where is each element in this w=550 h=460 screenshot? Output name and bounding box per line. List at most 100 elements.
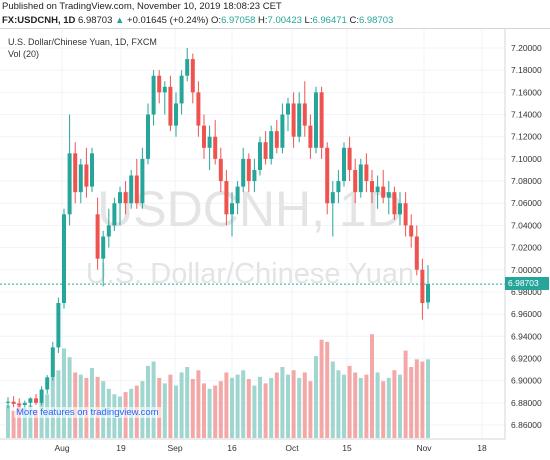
volume-bar	[291, 370, 296, 438]
volume-bar	[302, 372, 307, 438]
last-price: 6.98703	[78, 15, 113, 26]
volume-bar	[364, 374, 369, 438]
candle-body	[118, 192, 122, 204]
candle-body	[392, 192, 397, 215]
high-label: H:	[258, 15, 268, 26]
candle-body	[34, 398, 38, 403]
price-axis: 7.20000 7.18000 7.16000 7.14000 7.12000 7.100…	[511, 43, 542, 430]
promo-link[interactable]: More features on tradingview.com	[14, 407, 161, 418]
volume-bar	[22, 407, 27, 438]
volume-bar	[274, 372, 279, 438]
candle-body	[426, 284, 430, 303]
volume-bar	[325, 341, 330, 438]
candle-body	[246, 158, 251, 182]
volume-bar	[73, 372, 78, 438]
candle-body	[269, 131, 274, 159]
candle-body	[414, 236, 419, 270]
candle-body	[95, 214, 100, 259]
volume-bar	[392, 370, 397, 438]
volume-bar	[11, 410, 16, 438]
open-label: O:	[211, 15, 222, 26]
volume-bar	[409, 366, 414, 438]
price-tick-label: 7.06000	[511, 198, 542, 208]
volume-bar	[375, 372, 380, 438]
candle-body	[202, 125, 206, 148]
candle-body	[157, 75, 162, 93]
volume-bar	[218, 381, 223, 438]
candle-body	[146, 114, 150, 159]
volume-bar	[420, 361, 425, 438]
volume-bar	[241, 370, 246, 438]
price-tick-label: 7.08000	[511, 176, 542, 186]
price-tick-label: 6.90000	[511, 376, 542, 386]
volume-bars	[6, 334, 430, 438]
candle-body	[140, 158, 145, 204]
volume-bar	[213, 385, 218, 438]
volume-bar	[381, 381, 386, 438]
volume-bar	[168, 374, 173, 438]
candle-body	[274, 131, 279, 148]
time-tick-label: 18	[477, 443, 487, 453]
chart-legend: U.S. Dollar/Chinese Yuan, 1D, FXCM Vol (…	[8, 36, 157, 60]
price-tick-label: 7.16000	[511, 87, 542, 97]
candle-body	[342, 147, 346, 182]
volume-bar	[17, 403, 22, 438]
price-tick-label: 6.86000	[511, 420, 542, 430]
volume-bar	[258, 376, 262, 438]
candle-body	[364, 164, 369, 182]
volume-bar	[162, 383, 167, 438]
candle-body	[213, 136, 218, 159]
candle-body	[168, 86, 173, 126]
price-tick-label: 6.96000	[511, 309, 542, 319]
candle-body	[302, 103, 307, 126]
price-tick-label: 7.00000	[511, 265, 542, 275]
candle-body	[73, 153, 78, 193]
volume-bar	[78, 374, 83, 438]
price-tick-label: 7.10000	[511, 154, 542, 164]
candle-body	[101, 236, 106, 259]
price-tick-label: 7.04000	[511, 220, 542, 230]
volume-bar	[386, 377, 391, 438]
candle-body	[347, 147, 352, 170]
time-tick-label: Oct	[285, 443, 299, 453]
volume-bar	[34, 409, 38, 438]
candle-body	[162, 86, 167, 93]
candle-body	[398, 203, 402, 215]
volume-bar	[90, 368, 94, 438]
candle-body	[179, 75, 184, 104]
published-caption: Published on TradingView.com, November 1…	[2, 1, 282, 12]
candle-body	[314, 92, 318, 148]
candle-body	[134, 175, 139, 204]
volume-bar	[196, 370, 201, 438]
volume-bar	[286, 374, 290, 438]
candle-body	[325, 147, 330, 204]
candle-body	[308, 125, 313, 148]
watermark-description: U.S. Dollar/Chinese Yuan	[86, 258, 414, 290]
volume-bar	[146, 365, 150, 438]
open-value: 6.97058	[221, 15, 256, 26]
volume-bar	[179, 372, 184, 438]
volume-bar	[263, 383, 268, 438]
price-tick-label: 6.92000	[511, 353, 542, 363]
volume-bar	[39, 401, 44, 438]
volume-bar	[403, 350, 408, 438]
candle-body	[230, 203, 234, 215]
price-tick-label: 6.94000	[511, 331, 542, 341]
volume-bar	[151, 361, 156, 438]
candle-body	[28, 398, 33, 403]
close-value: 6.98703	[358, 15, 394, 26]
candle-body	[336, 181, 341, 193]
volume-bar	[207, 388, 212, 438]
candle-body	[375, 186, 380, 193]
price-chart[interactable]: USDCNH, 1D U.S. Dollar/Chinese Yuan 7.20…	[0, 29, 550, 460]
volume-bar	[426, 359, 430, 438]
chart-area[interactable]: USDCNH, 1D U.S. Dollar/Chinese Yuan 7.20…	[0, 28, 550, 460]
candle-body	[123, 192, 128, 204]
candle-body	[67, 153, 72, 215]
volume-bar	[314, 356, 318, 438]
volume-bar	[246, 379, 251, 438]
price-tick-label: 7.20000	[511, 43, 542, 53]
volume-bar	[347, 365, 352, 438]
candle-body	[78, 164, 83, 193]
candle-body	[56, 303, 61, 348]
